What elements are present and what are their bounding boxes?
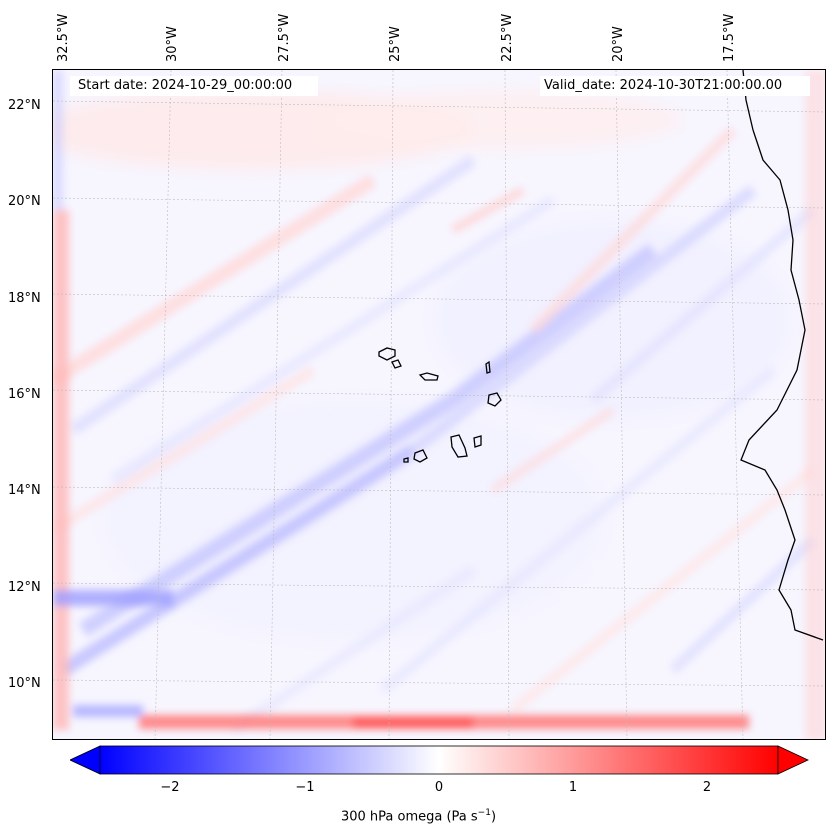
valid-date: Valid_date: 2024-10-30T21:00:00.00 bbox=[540, 76, 810, 96]
island-santiago bbox=[450, 434, 468, 458]
map-panel bbox=[52, 69, 826, 740]
lat-label-12n: 12°N bbox=[8, 580, 41, 595]
lon-label-17-5w: 17.5°W bbox=[722, 13, 737, 62]
colorbar bbox=[70, 745, 809, 775]
island-brava bbox=[403, 457, 409, 463]
colorbar-tick-minus2: −2 bbox=[160, 780, 180, 795]
colorbar-tick-minus1: −1 bbox=[295, 780, 315, 795]
lat-label-16n: 16°N bbox=[8, 387, 41, 402]
lon-label-27-5w: 27.5°W bbox=[277, 13, 292, 62]
colorbar-tick-1: 1 bbox=[568, 780, 578, 795]
island-fogo bbox=[413, 449, 428, 463]
lon-label-22-5w: 22.5°W bbox=[500, 13, 515, 62]
colorbar-gradient bbox=[99, 745, 779, 775]
coastlines bbox=[378, 70, 824, 641]
island-sao-vicente bbox=[391, 359, 402, 369]
colorbar-arrow-left bbox=[70, 745, 101, 775]
lon-label-32-5w: 32.5°W bbox=[56, 13, 71, 62]
colorbar-label: 300 hPa omega (Pa s−1) bbox=[340, 808, 497, 825]
colorbar-arrow-right bbox=[777, 745, 809, 775]
island-boa-vista bbox=[487, 392, 502, 407]
island-sao-nicolau bbox=[418, 372, 439, 381]
lat-label-18n: 18°N bbox=[8, 291, 41, 306]
island-sal bbox=[485, 360, 491, 374]
omega-field-map bbox=[53, 70, 825, 739]
diffuse-areas bbox=[53, 90, 793, 640]
lat-label-10n: 10°N bbox=[8, 676, 41, 691]
lon-label-25w: 25°W bbox=[388, 26, 403, 62]
island-maio bbox=[473, 435, 482, 448]
colorbar-tick-2: 2 bbox=[702, 780, 712, 795]
lat-label-22n: 22°N bbox=[8, 98, 41, 113]
lat-label-20n: 20°N bbox=[8, 194, 41, 209]
boundary-artifacts bbox=[53, 70, 825, 739]
lon-label-30w: 30°W bbox=[165, 26, 180, 62]
colorbar-tick-0: 0 bbox=[434, 780, 444, 795]
diagonal-bands bbox=[53, 126, 817, 735]
lon-label-20w: 20°W bbox=[611, 26, 626, 62]
africa-coast bbox=[740, 129, 824, 641]
island-santo-antao bbox=[378, 347, 396, 361]
lat-label-14n: 14°N bbox=[8, 483, 41, 498]
graticule bbox=[53, 70, 825, 739]
start-date: Start date: 2024-10-29_00:00:00 bbox=[70, 76, 318, 96]
